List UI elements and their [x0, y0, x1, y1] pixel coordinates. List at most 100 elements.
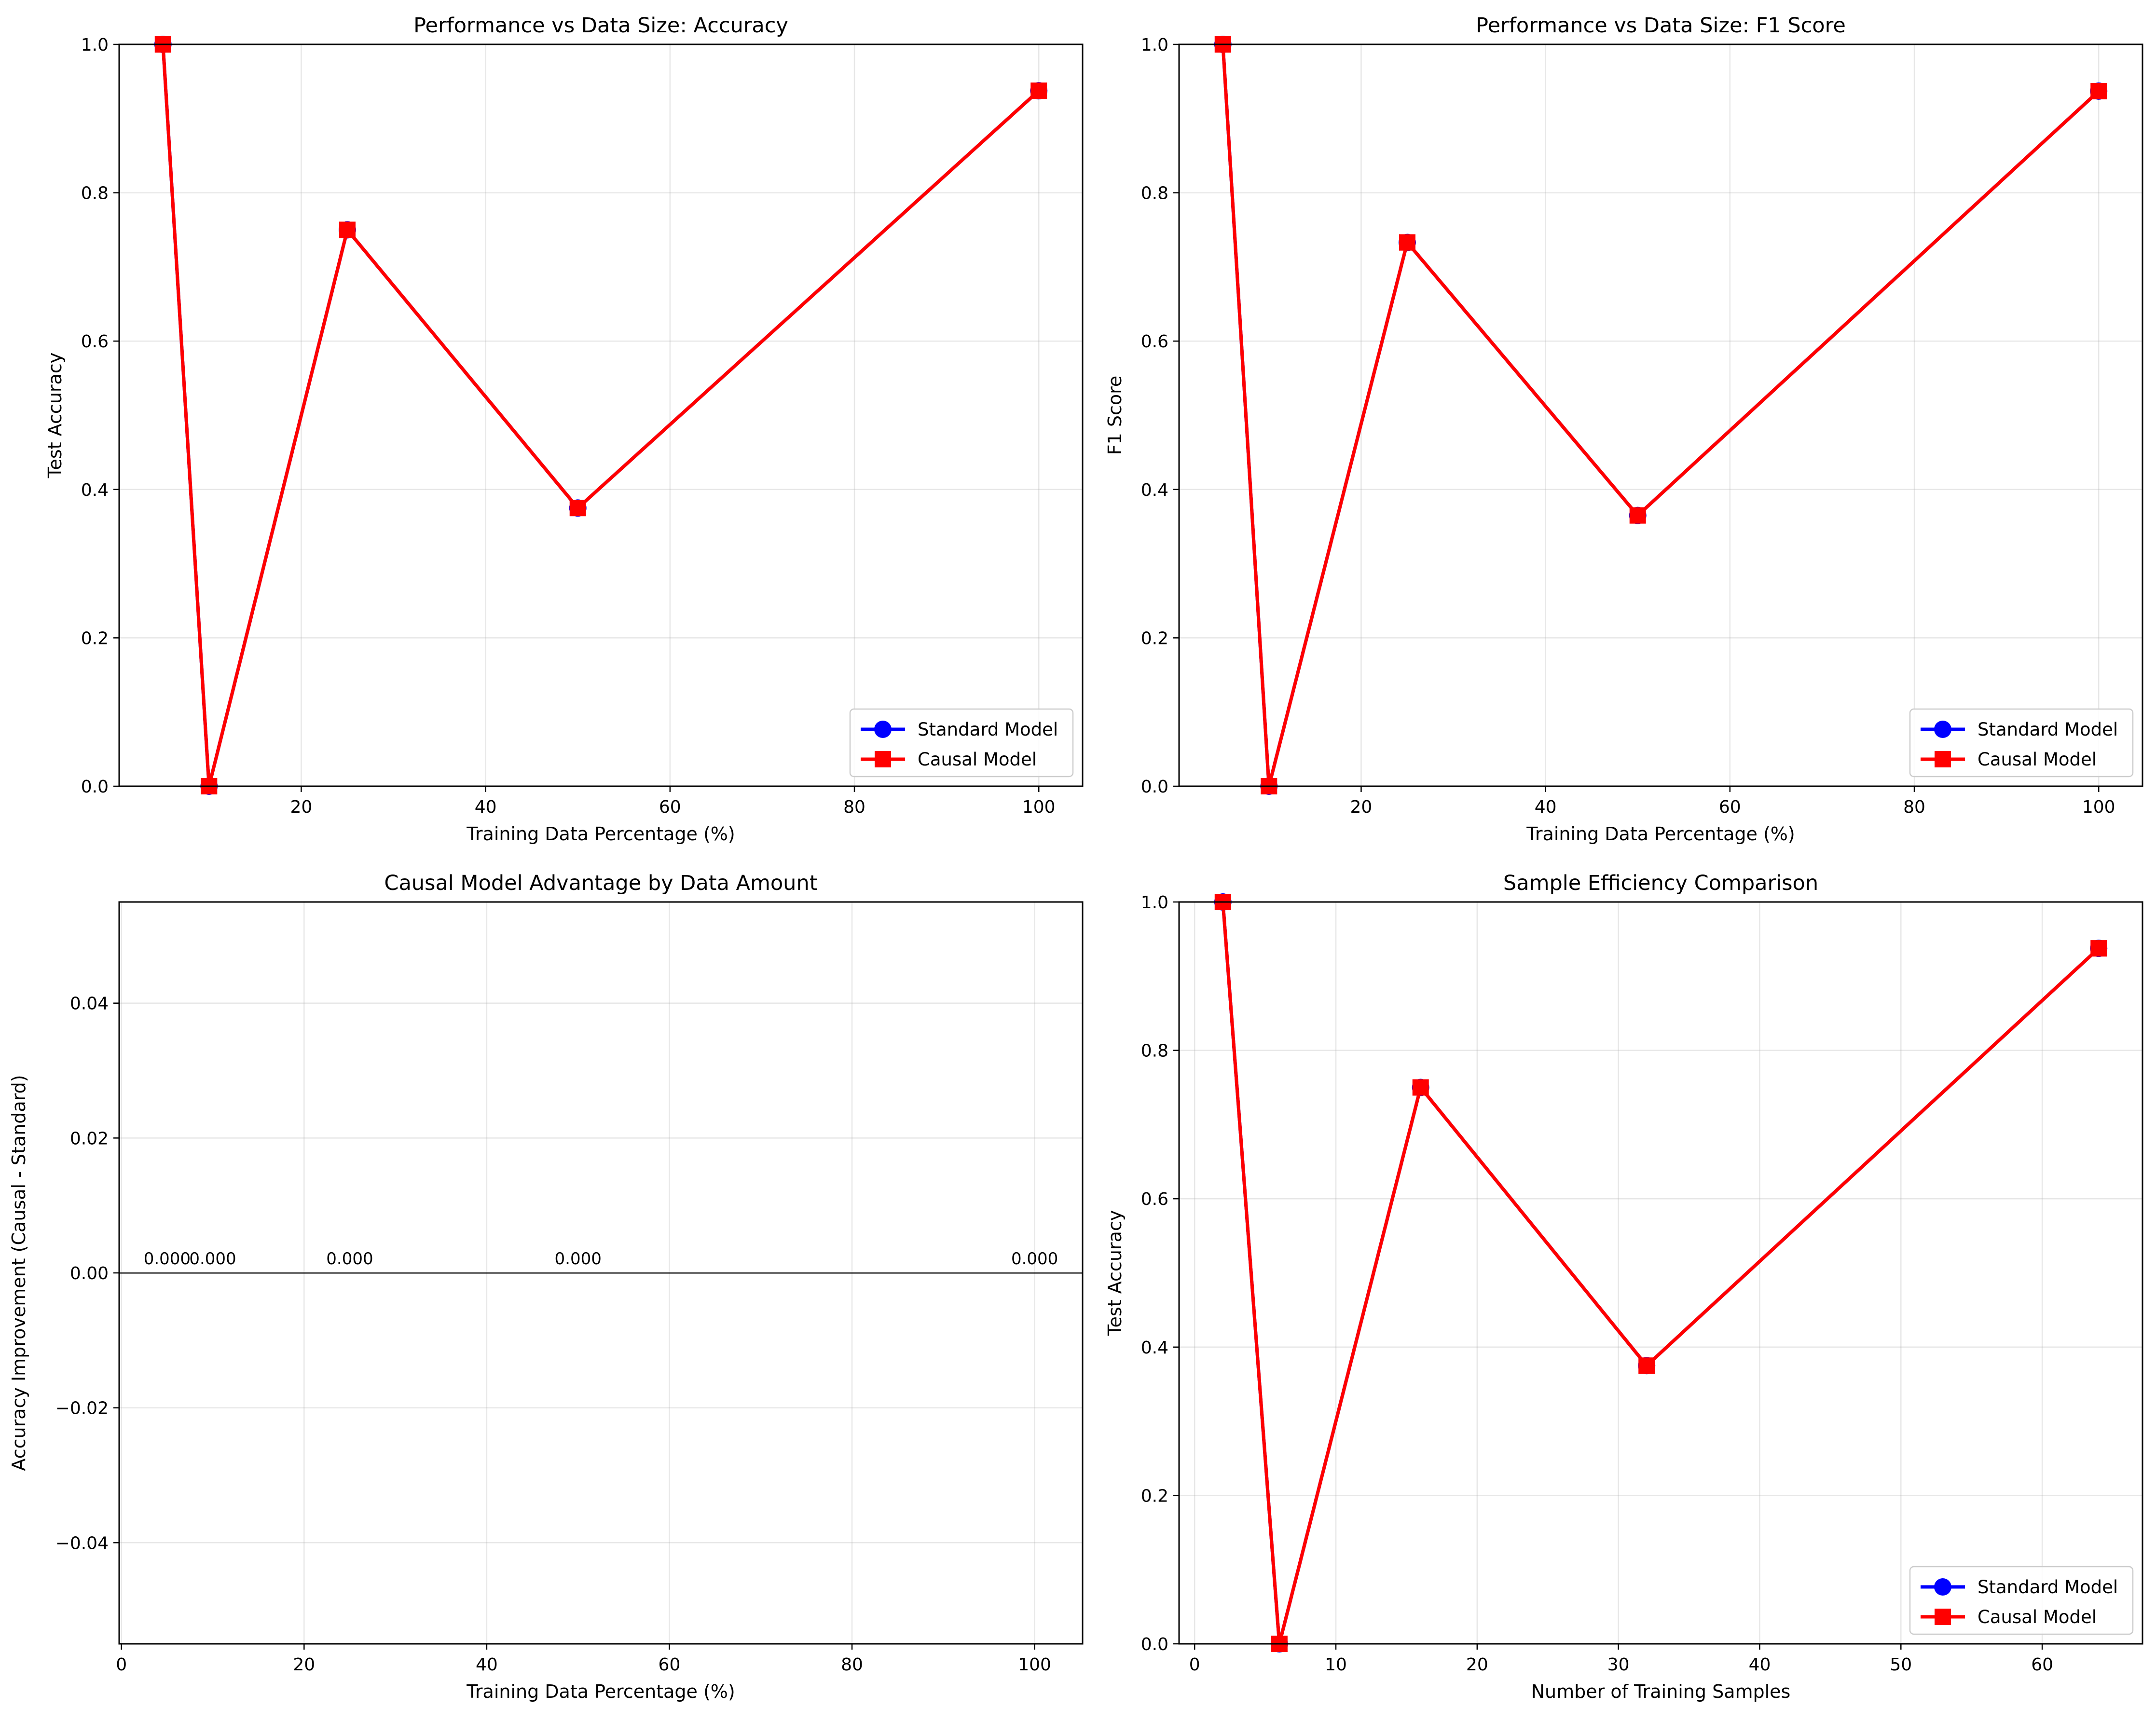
- x-tick-label: 20: [1350, 797, 1373, 817]
- data-label: 0.000: [555, 1249, 602, 1269]
- x-tick-label: 0: [1189, 1655, 1200, 1675]
- axes-frame: [118, 43, 1084, 787]
- y-tick-label: 1.0: [81, 35, 109, 55]
- x-tick-label: 100: [2082, 797, 2115, 817]
- y-tick-label: 0.02: [70, 1129, 109, 1148]
- y-tick-label: 0.4: [1141, 1338, 1168, 1358]
- y-axis-label: Accuracy Improvement (Causal - Standard): [8, 1075, 29, 1471]
- y-tick-label: 0.04: [70, 994, 109, 1014]
- y-tick-label: 0.0: [1141, 777, 1168, 797]
- x-tick-label: 10: [1325, 1655, 1347, 1675]
- y-tick-label: 0.4: [81, 480, 109, 500]
- plot-area: [1179, 902, 2142, 1644]
- y-tick-label: 0.6: [1141, 332, 1168, 352]
- y-axis-label: Test Accuracy: [1104, 1210, 1126, 1336]
- legend-box: [1909, 1566, 2134, 1635]
- x-tick-label: 20: [290, 797, 313, 817]
- y-tick-label: 0.2: [1141, 628, 1168, 648]
- x-tick-label: 60: [2031, 1655, 2053, 1675]
- axes-frame: [1178, 901, 2143, 1645]
- y-tick-label: 0.6: [81, 332, 109, 352]
- x-tick-label: 80: [1903, 797, 1925, 817]
- y-tick-label: 0.00: [70, 1264, 109, 1284]
- legend-swatch-marker: [875, 751, 891, 767]
- data-label: 0.000: [1011, 1249, 1058, 1269]
- data-point: [339, 221, 356, 238]
- data-label: 0.000: [189, 1249, 236, 1269]
- y-tick-label: 0.8: [1141, 1041, 1168, 1061]
- chart-title: Sample Efficiency Comparison: [1503, 871, 1818, 895]
- y-axis-label: Test Accuracy: [44, 353, 66, 478]
- plot-area: [119, 44, 1083, 786]
- legend-swatch-marker: [1934, 1578, 1951, 1596]
- y-axis-label: F1 Score: [1104, 376, 1126, 455]
- legend-swatch-marker: [1935, 1609, 1951, 1625]
- legend-entry: Standard Model: [1977, 1577, 2118, 1598]
- gridlines: [1179, 43, 2142, 787]
- axes-frame: [1178, 43, 2143, 787]
- y-tick-label: 0.4: [1141, 480, 1168, 500]
- data-point: [1399, 234, 1415, 251]
- y-tick-label: −0.04: [55, 1533, 109, 1553]
- legend-entry: Standard Model: [1977, 719, 2118, 740]
- x-tick-label: 40: [476, 1655, 498, 1675]
- legend-swatch-marker: [1934, 721, 1951, 738]
- y-tick-label: −0.02: [55, 1399, 109, 1419]
- data-layer: [154, 36, 1048, 795]
- x-tick-label: 40: [475, 797, 497, 817]
- legend-entry: Causal Model: [1977, 1607, 2097, 1627]
- x-tick-label: 100: [1018, 1655, 1051, 1675]
- x-tick-label: 20: [293, 1655, 315, 1675]
- legend-box: [849, 708, 1074, 778]
- y-tick-label: 0.2: [81, 628, 109, 648]
- x-tick-label: 0: [116, 1655, 127, 1675]
- x-tick-label: 60: [659, 797, 681, 817]
- legend-entry: Standard Model: [918, 719, 1058, 740]
- x-axis-label: Training Data Percentage (%): [1526, 823, 1795, 845]
- legend: Standard Model Causal Model: [1909, 1566, 2134, 1635]
- chart-panel-2: 20 40 60 80 100 0.0 0.2 0.4 0.6 0.8 1.0 Performance…: [1104, 14, 2143, 845]
- data-point: [2090, 940, 2107, 957]
- plot-area: [1179, 44, 2142, 786]
- x-tick-label: 60: [659, 1655, 681, 1675]
- x-tick-label: 40: [1749, 1655, 1771, 1675]
- legend-box: [1909, 708, 2134, 778]
- x-tick-label: 60: [1719, 797, 1741, 817]
- chart-panel-1: 20 40 60 80 100 0.0 0.2 0.4 0.6 0.8 1.0 Performance…: [44, 14, 1084, 845]
- legend-swatch-marker: [1935, 751, 1951, 767]
- x-axis-label: Training Data Percentage (%): [466, 823, 735, 845]
- chart-title: Performance vs Data Size: F1 Score: [1476, 14, 1846, 38]
- y-tick-label: 0.0: [1141, 1635, 1168, 1654]
- x-tick-label: 50: [1890, 1655, 1912, 1675]
- data-label: 0.000: [144, 1249, 191, 1269]
- y-tick-label: 1.0: [1141, 893, 1168, 913]
- x-tick-label: 30: [1607, 1655, 1630, 1675]
- x-tick-label: 80: [843, 797, 865, 817]
- legend-entry: Causal Model: [1977, 749, 2097, 770]
- chart-title: Performance vs Data Size: Accuracy: [413, 14, 788, 38]
- data-point: [1030, 82, 1047, 99]
- data-point: [2090, 82, 2107, 99]
- x-tick-label: 40: [1535, 797, 1557, 817]
- y-tick-label: 1.0: [1141, 35, 1168, 55]
- legend-swatch-marker: [874, 721, 892, 738]
- data-point: [1629, 507, 1646, 524]
- x-axis-label: Training Data Percentage (%): [466, 1681, 735, 1702]
- y-tick-label: 0.8: [81, 184, 109, 204]
- data-point: [1412, 1079, 1429, 1096]
- y-tick-label: 0.0: [81, 777, 109, 797]
- data-label: 0.000: [326, 1249, 373, 1269]
- y-tick-label: 0.2: [1141, 1486, 1168, 1506]
- chart-title: Causal Model Advantage by Data Amount: [384, 871, 817, 895]
- legend: Standard Model Causal Model: [1909, 708, 2134, 778]
- data-point: [1638, 1357, 1655, 1374]
- x-tick-label: 100: [1022, 797, 1056, 817]
- x-axis-label: Number of Training Samples: [1531, 1681, 1791, 1702]
- x-tick-label: 20: [1466, 1655, 1488, 1675]
- y-tick-label: 0.6: [1141, 1189, 1168, 1209]
- legend: Standard Model Causal Model: [849, 708, 1074, 778]
- legend-entry: Causal Model: [918, 749, 1037, 770]
